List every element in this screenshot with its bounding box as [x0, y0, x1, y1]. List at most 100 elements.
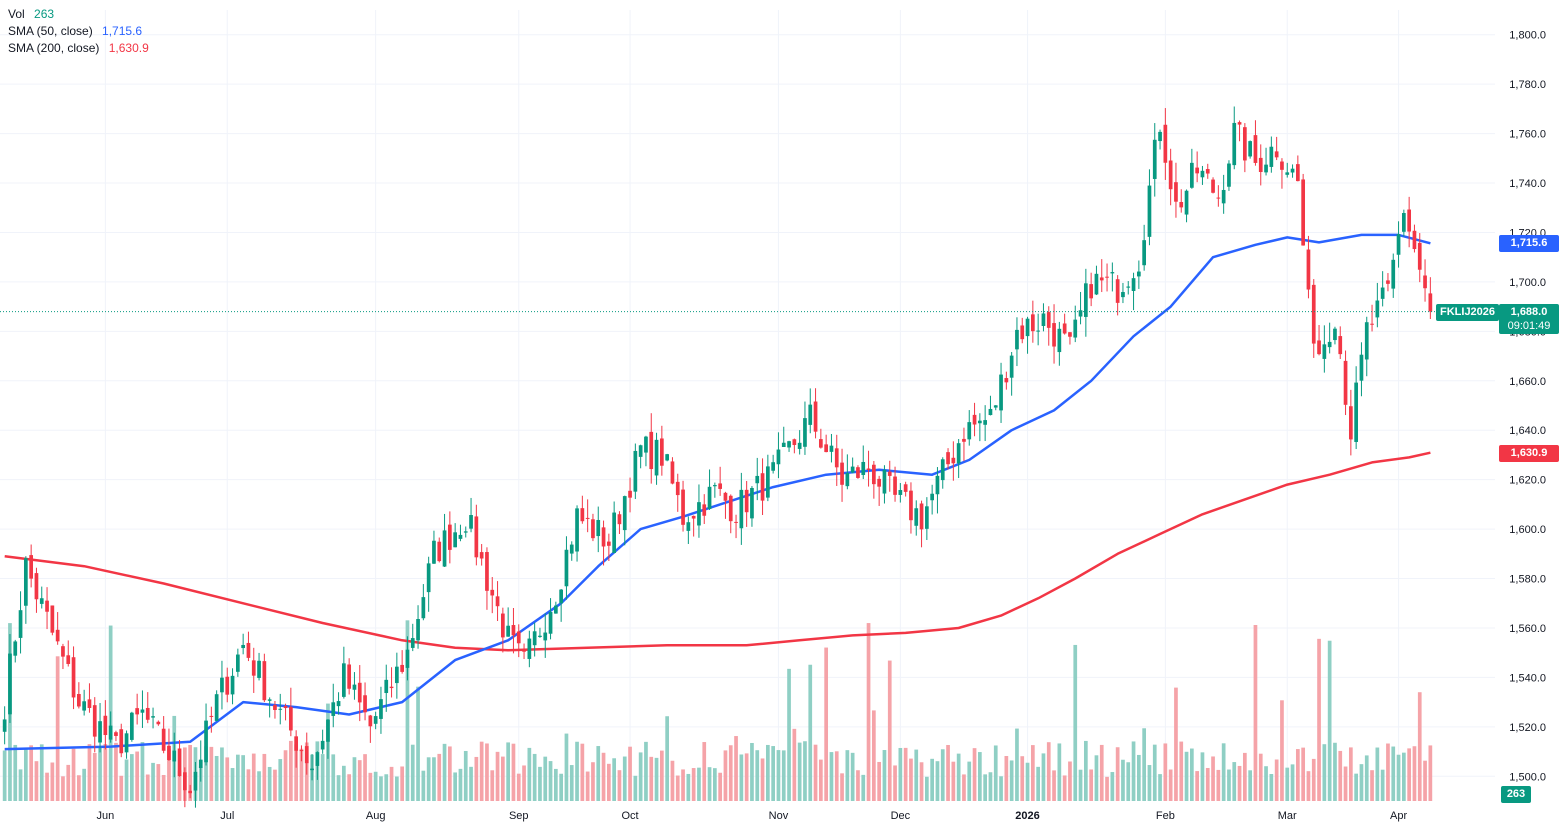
candle-body	[686, 522, 691, 531]
candle-body	[225, 676, 230, 695]
candle-body	[1242, 127, 1247, 161]
volume-bar	[500, 756, 505, 801]
candle-body	[734, 521, 738, 523]
volume-bar	[1280, 700, 1284, 801]
volume-bar	[1338, 750, 1343, 801]
volume-bar	[787, 668, 791, 801]
volume-bar	[1396, 754, 1401, 801]
volume-bar	[1322, 744, 1327, 801]
candle-body	[363, 695, 367, 713]
candle-body	[331, 702, 336, 716]
legend-sma200[interactable]: SMA (200, close) 1,630.9	[8, 40, 149, 57]
volume-bar	[718, 772, 723, 801]
candle-body	[1280, 161, 1284, 170]
candle-body	[1068, 332, 1072, 337]
time-tick-label: Jul	[220, 810, 234, 822]
legend-volume[interactable]: Vol 263	[8, 6, 149, 23]
volume-bar	[485, 743, 489, 801]
candle-body	[1126, 286, 1131, 288]
volume-bar	[1375, 747, 1380, 801]
volume-bar	[1174, 687, 1178, 801]
volume-bar	[198, 766, 203, 801]
candle-body	[1311, 284, 1316, 344]
candle-body	[633, 450, 638, 492]
candle-body	[156, 721, 161, 725]
volume-bar	[1423, 760, 1427, 801]
volume-bar	[336, 775, 341, 801]
volume-bar	[156, 764, 161, 801]
volume-bar	[522, 765, 526, 801]
volume-bar	[712, 768, 717, 801]
volume-bar	[416, 686, 420, 801]
volume-bar	[87, 744, 92, 801]
volume-bar	[771, 746, 776, 801]
candle-body	[1046, 312, 1051, 328]
candle-body	[1317, 340, 1321, 355]
candle-body	[813, 401, 818, 432]
volume-bar	[1370, 770, 1374, 801]
candle-body	[543, 632, 548, 641]
candle-body	[956, 443, 961, 464]
candle-body	[357, 682, 362, 703]
candle-body	[548, 611, 553, 634]
candle-body	[1216, 197, 1221, 199]
candle-body	[490, 589, 495, 596]
volume-bar	[1386, 743, 1390, 801]
candle-body	[930, 493, 935, 501]
time-tick-label: Sep	[509, 810, 529, 822]
candle-body	[781, 442, 786, 447]
candle-body	[8, 653, 12, 715]
time-axis[interactable]: Jun Jul Aug Sep Oct Nov Dec 2026 Feb Mar Apr	[96, 810, 1407, 822]
candle-body	[453, 532, 458, 548]
candle-body	[522, 649, 526, 652]
volume-bar	[527, 747, 532, 801]
candle-body	[1364, 322, 1369, 360]
volume-bar	[569, 765, 574, 801]
price-tick-label: 1,600.0	[1509, 524, 1546, 536]
candle-body	[1147, 185, 1152, 237]
volume-bar	[829, 752, 834, 801]
candle-body	[405, 649, 410, 668]
volume-bar	[1089, 769, 1094, 801]
candle-body	[665, 454, 670, 461]
volume-bar	[983, 774, 988, 801]
candle-body	[1375, 300, 1380, 318]
candle-body	[866, 468, 871, 470]
candle-body	[585, 517, 590, 519]
candle-body	[1333, 328, 1337, 341]
volume-bar	[363, 754, 367, 801]
volume-bar	[151, 762, 155, 801]
candle-body	[1174, 182, 1178, 202]
candle-body	[834, 448, 839, 468]
candle-body	[569, 544, 574, 554]
volume-bar	[241, 755, 246, 801]
volume-bar	[638, 752, 643, 801]
candle-body	[909, 490, 913, 521]
volume-bar	[2, 750, 7, 801]
candle-body	[108, 725, 113, 740]
volume-bar	[1179, 741, 1184, 801]
volume-bar	[506, 742, 511, 801]
candlesticks	[2, 106, 1433, 808]
candle-body	[951, 457, 956, 464]
volume-bar	[516, 773, 521, 801]
candle-body	[389, 686, 394, 689]
legend-sma50[interactable]: SMA (50, close) 1,715.6	[8, 23, 149, 40]
price-axis[interactable]: 1,500.0 1,520.0 1,540.0 1,560.0 1,580.0 1,600…	[1509, 30, 1546, 784]
candle-body	[1041, 313, 1046, 326]
candle-body	[103, 715, 108, 736]
volume-bar	[538, 766, 542, 801]
volume-bar	[18, 769, 23, 801]
volume-bar	[988, 772, 993, 801]
sma50-line-group	[4, 233, 1431, 751]
volume-bar	[580, 743, 585, 801]
volume-bar	[39, 744, 44, 801]
candle-body	[1094, 273, 1099, 295]
candle-body	[151, 716, 155, 718]
candle-body	[824, 444, 829, 453]
candle-body	[87, 699, 92, 708]
candle-body	[2, 719, 7, 732]
volume-bar	[903, 747, 908, 801]
candle-body	[230, 675, 235, 695]
